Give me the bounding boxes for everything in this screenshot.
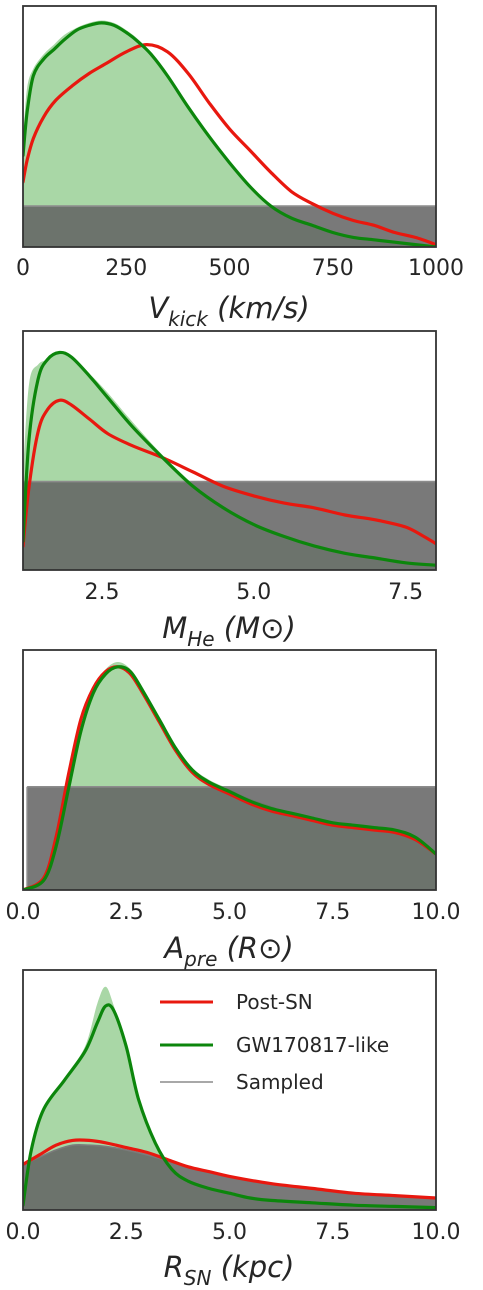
plot-area-vkick bbox=[23, 20, 436, 247]
x-tick-label: 10.0 bbox=[412, 1220, 461, 1245]
plot-frame-mhe bbox=[22, 330, 437, 571]
plot-frame-apre bbox=[22, 649, 437, 891]
x-axis-label-apre: Apre (R⊙) bbox=[162, 931, 293, 971]
series-line-post-sn-mhe bbox=[23, 398, 436, 548]
x-tick-label: 5.0 bbox=[212, 900, 247, 925]
panel-apre: 0.0 2.5 5.0 7.5 10.0 Apre (R⊙) bbox=[6, 649, 461, 971]
series-line-post-sn-vkick bbox=[23, 43, 436, 247]
series-line-gw-like-mhe bbox=[23, 350, 436, 567]
x-tick-label: 7.5 bbox=[315, 900, 350, 925]
legend-label-gw-like: GW170817-like bbox=[236, 1033, 389, 1057]
x-tick-label: 0.0 bbox=[6, 1220, 41, 1245]
plot-frame-rsn bbox=[22, 969, 437, 1211]
series-line-gw-like-apre bbox=[23, 665, 436, 890]
legend-label-post-sn: Post-SN bbox=[236, 990, 313, 1014]
x-tick-label: 5.0 bbox=[236, 580, 271, 605]
plot-frame-vkick bbox=[22, 5, 437, 248]
legend: Post-SN GW170817-like Sampled bbox=[160, 990, 389, 1094]
x-ticks-vkick: 0 250 500 750 1000 bbox=[16, 256, 464, 281]
x-tick-label: 7.5 bbox=[315, 1220, 350, 1245]
x-axis-label-rsn: RSN (kpc) bbox=[164, 1250, 295, 1290]
x-tick-label: 0.0 bbox=[6, 900, 41, 925]
x-tick-label: 0 bbox=[16, 256, 30, 281]
panel-vkick: 0 250 500 750 1000 Vkick (km/s) bbox=[16, 5, 464, 331]
x-ticks-mhe: 2.5 5.0 7.5 bbox=[84, 580, 423, 605]
panel-rsn: 0.0 2.5 5.0 7.5 10.0 RSN (kpc) Post-SN GW170… bbox=[6, 969, 461, 1290]
x-tick-label: 2.5 bbox=[109, 900, 144, 925]
x-ticks-apre: 0.0 2.5 5.0 7.5 10.0 bbox=[6, 900, 461, 925]
x-tick-label: 7.5 bbox=[388, 580, 423, 605]
series-line-post-sn-rsn bbox=[23, 1138, 436, 1200]
plot-area-mhe bbox=[23, 350, 436, 570]
plot-area-apre bbox=[23, 662, 436, 890]
x-tick-label: 750 bbox=[312, 256, 354, 281]
x-tick-label: 500 bbox=[209, 256, 251, 281]
x-tick-label: 5.0 bbox=[212, 1220, 247, 1245]
x-tick-label: 2.5 bbox=[84, 580, 119, 605]
legend-label-sampled: Sampled bbox=[236, 1070, 324, 1094]
histogram-gw-like-vkick bbox=[23, 20, 436, 247]
x-tick-label: 250 bbox=[105, 256, 147, 281]
series-line-gw-like-vkick bbox=[23, 21, 436, 247]
x-tick-label: 10.0 bbox=[412, 900, 461, 925]
x-tick-label: 2.5 bbox=[109, 1220, 144, 1245]
series-line-post-sn-apre bbox=[23, 665, 436, 890]
x-ticks-rsn: 0.0 2.5 5.0 7.5 10.0 bbox=[6, 1220, 461, 1245]
x-tick-label: 1000 bbox=[408, 256, 464, 281]
x-axis-label-mhe: MHe (M⊙) bbox=[162, 611, 296, 651]
panel-mhe: 2.5 5.0 7.5 MHe (M⊙) bbox=[22, 330, 437, 651]
plot-area-rsn bbox=[23, 986, 436, 1210]
sampled-area-apre bbox=[27, 786, 436, 890]
series-line-gw-like-rsn bbox=[23, 1003, 436, 1210]
x-axis-label-vkick: Vkick (km/s) bbox=[148, 291, 309, 331]
